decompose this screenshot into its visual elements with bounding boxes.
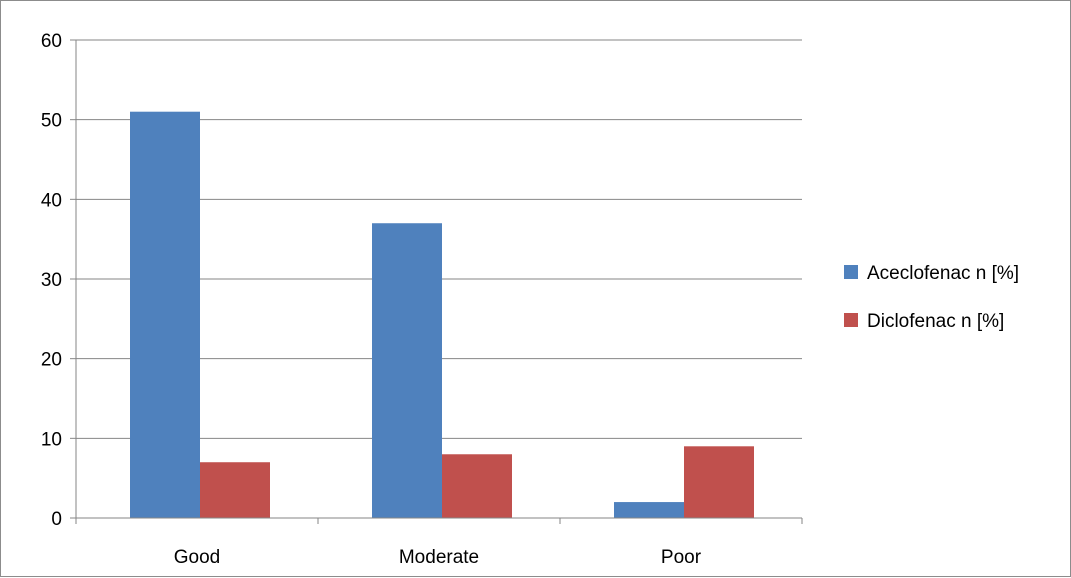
x-tick-label: Poor <box>661 547 702 568</box>
y-tick-label: 20 <box>41 350 62 371</box>
bar-aceclofenac-moderate <box>372 223 442 518</box>
y-tick-label: 30 <box>41 270 62 291</box>
legend-label: Diclofenac n [%] <box>867 311 1004 332</box>
bars <box>130 111 754 518</box>
bar-diclofenac-good <box>200 462 270 518</box>
x-tick-label: Good <box>174 547 220 568</box>
x-tick-label: Moderate <box>399 547 479 568</box>
legend-label: Aceclofenac n [%] <box>867 263 1019 284</box>
legend-swatch <box>844 313 858 327</box>
y-tick-label: 10 <box>41 429 62 450</box>
tick-labels: 0 10 20 30 40 50 60 Good Moderate Poor <box>41 31 702 568</box>
y-tick-label: 0 <box>51 509 62 530</box>
bar-aceclofenac-poor <box>614 502 684 518</box>
bar-aceclofenac-good <box>130 111 200 518</box>
y-tick-label: 40 <box>41 190 62 211</box>
y-tick-label: 50 <box>41 111 62 132</box>
bar-diclofenac-moderate <box>442 454 512 518</box>
legend: Aceclofenac n [%] Diclofenac n [%] <box>844 263 1019 332</box>
bar-diclofenac-poor <box>684 446 754 518</box>
y-tick-label: 60 <box>41 31 62 52</box>
axes <box>70 39 803 524</box>
legend-swatch <box>844 265 858 279</box>
